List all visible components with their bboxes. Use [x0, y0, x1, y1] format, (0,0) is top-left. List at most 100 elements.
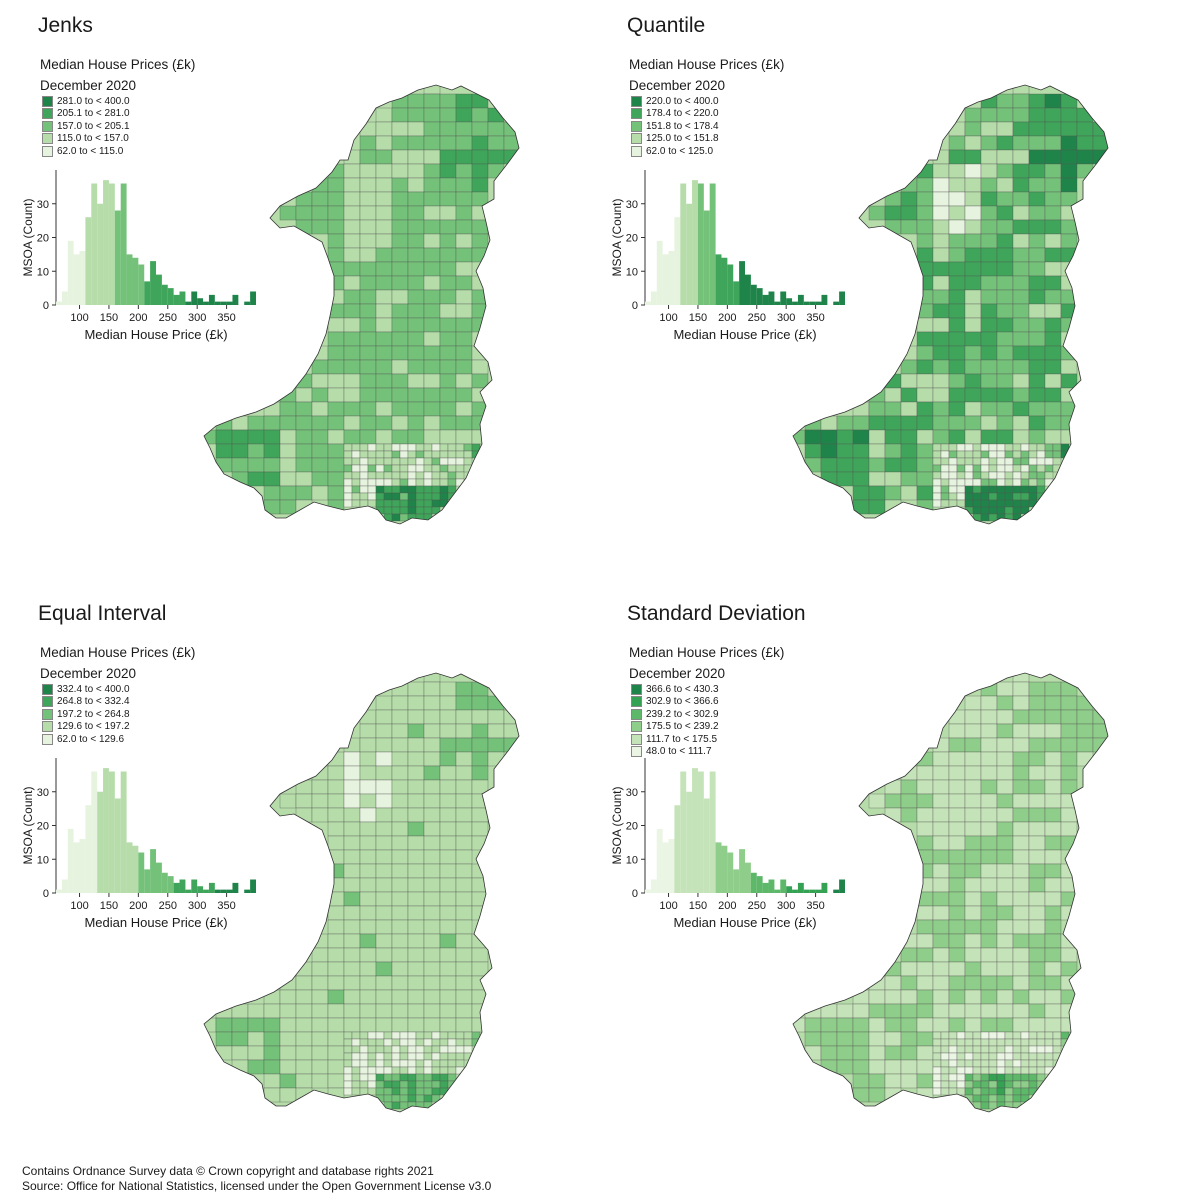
msoa-region: [455, 877, 473, 893]
msoa-region: [916, 793, 934, 809]
msoa-region: [980, 191, 998, 207]
msoa-region: [455, 331, 473, 347]
legend-swatch: [631, 683, 642, 695]
msoa-region: [1004, 1101, 1014, 1110]
msoa-region: [327, 877, 345, 893]
msoa-region: [383, 1059, 393, 1068]
msoa-region: [1060, 709, 1078, 725]
msoa-region: [391, 457, 401, 466]
msoa-region: [375, 331, 393, 347]
msoa-region: [455, 709, 473, 725]
msoa-region: [327, 485, 345, 501]
msoa-region: [940, 1045, 950, 1054]
msoa-region: [399, 1101, 409, 1110]
msoa-region: [940, 464, 950, 473]
msoa-region: [964, 219, 982, 235]
msoa-region: [1028, 331, 1046, 347]
msoa-region: [1020, 464, 1030, 473]
msoa-region: [407, 499, 417, 508]
msoa-region: [327, 779, 345, 795]
msoa-region: [916, 1073, 934, 1089]
msoa-region: [279, 989, 297, 1005]
msoa-region: [932, 373, 950, 389]
msoa-region: [996, 478, 1006, 487]
msoa-region: [263, 485, 281, 501]
msoa-region: [407, 891, 425, 907]
msoa-region: [980, 247, 998, 263]
msoa-region: [327, 387, 345, 403]
msoa-region: [988, 464, 998, 473]
msoa-region: [391, 1038, 401, 1047]
msoa-region: [391, 695, 409, 711]
msoa-region: [996, 891, 1014, 907]
msoa-region: [980, 695, 998, 711]
msoa-region: [311, 947, 329, 963]
msoa-region: [932, 478, 942, 487]
histogram-bar: [745, 274, 751, 305]
msoa-region: [964, 723, 982, 739]
legend-swatch: [42, 708, 53, 720]
msoa-region: [1044, 933, 1062, 949]
msoa-region: [1012, 247, 1030, 263]
msoa-region: [972, 478, 982, 487]
msoa-region: [1044, 359, 1062, 375]
histogram-bar: [79, 839, 86, 893]
msoa-region: [932, 492, 942, 501]
histogram-bar: [680, 771, 687, 893]
histogram-bar: [727, 264, 734, 305]
msoa-region: [311, 1017, 329, 1033]
msoa-region: [423, 149, 441, 165]
msoa-region: [343, 303, 361, 319]
msoa-region: [964, 303, 982, 319]
msoa-region: [1028, 933, 1046, 949]
msoa-region: [980, 471, 990, 480]
msoa-region: [391, 1073, 401, 1082]
msoa-region: [996, 261, 1014, 277]
msoa-region: [916, 961, 934, 977]
msoa-region: [455, 849, 473, 865]
msoa-region: [964, 331, 982, 347]
msoa-region: [455, 359, 473, 375]
msoa-region: [996, 779, 1014, 795]
msoa-region: [996, 205, 1014, 221]
msoa-region: [367, 457, 377, 466]
msoa-region: [391, 247, 409, 263]
msoa-region: [932, 233, 950, 249]
msoa-region: [916, 933, 934, 949]
legend-label: 62.0 to < 125.0: [646, 145, 714, 157]
msoa-region: [1004, 464, 1014, 473]
msoa-region: [996, 457, 1006, 466]
msoa-region: [447, 1073, 457, 1082]
msoa-region: [1076, 737, 1094, 753]
msoa-region: [471, 177, 489, 193]
msoa-region: [359, 261, 377, 277]
msoa-region: [375, 1045, 385, 1054]
histogram-bar: [715, 842, 722, 893]
histogram-bar: [185, 301, 192, 305]
msoa-region: [932, 1031, 942, 1040]
msoa-region: [423, 793, 441, 809]
msoa-region: [1044, 779, 1062, 795]
msoa-region: [948, 457, 958, 466]
msoa-region: [1044, 877, 1062, 893]
msoa-region: [447, 1066, 457, 1075]
msoa-region: [1004, 1038, 1014, 1047]
msoa-region: [391, 492, 401, 501]
msoa-region: [1044, 807, 1062, 823]
msoa-region: [980, 233, 998, 249]
msoa-region: [471, 793, 489, 809]
msoa-region: [1060, 247, 1078, 263]
msoa-region: [343, 373, 361, 389]
y-tick-label: 0: [43, 888, 49, 900]
msoa-region: [916, 415, 934, 431]
msoa-region: [1060, 275, 1078, 291]
msoa-region: [407, 107, 425, 123]
msoa-region: [948, 219, 966, 235]
msoa-region: [964, 478, 974, 487]
x-tick-label: 150: [100, 900, 118, 912]
msoa-region: [948, 1038, 958, 1047]
msoa-region: [868, 1059, 886, 1075]
msoa-region: [471, 723, 489, 739]
msoa-region: [471, 359, 489, 375]
msoa-region: [423, 709, 441, 725]
